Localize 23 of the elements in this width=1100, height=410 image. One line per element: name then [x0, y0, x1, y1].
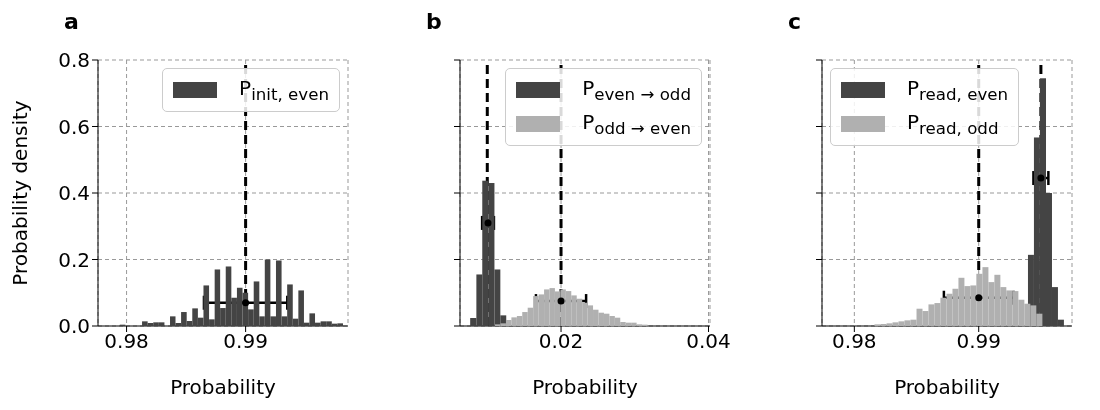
- y-axis-title: Probability density: [8, 100, 33, 286]
- chart-title: a: [63, 8, 80, 36]
- chart-title: b: [425, 8, 443, 36]
- chart-title: c: [787, 8, 803, 36]
- x-axis-title: Probability: [170, 375, 277, 399]
- x-axis-title: Probability: [532, 375, 639, 399]
- legend-label: P$_{even → odd}$: [582, 76, 691, 104]
- x-tick-label: 0.98: [104, 329, 149, 354]
- x-axis-title: Probability: [894, 375, 1001, 399]
- x-tick-label: 0.98: [832, 329, 877, 354]
- y-tick-label: 0.2: [58, 247, 90, 272]
- x-tick-label: 0.99: [956, 329, 1001, 354]
- legend-label: P$_{read, odd}$: [907, 110, 999, 138]
- legend-label: P$_{odd → even}$: [582, 110, 691, 138]
- x-tick-label: 0.04: [686, 329, 731, 354]
- y-tick-label: 0.8: [58, 48, 90, 73]
- legend-label: P$_{init, even}$: [239, 76, 329, 104]
- x-tick-label: 0.99: [223, 329, 268, 354]
- legend-label: P$_{read, even}$: [907, 76, 1009, 104]
- y-tick-label: 0.0: [58, 314, 90, 339]
- y-tick-label: 0.4: [58, 181, 90, 206]
- x-tick-label: 0.02: [538, 329, 584, 354]
- y-tick-label: 0.6: [58, 114, 90, 139]
